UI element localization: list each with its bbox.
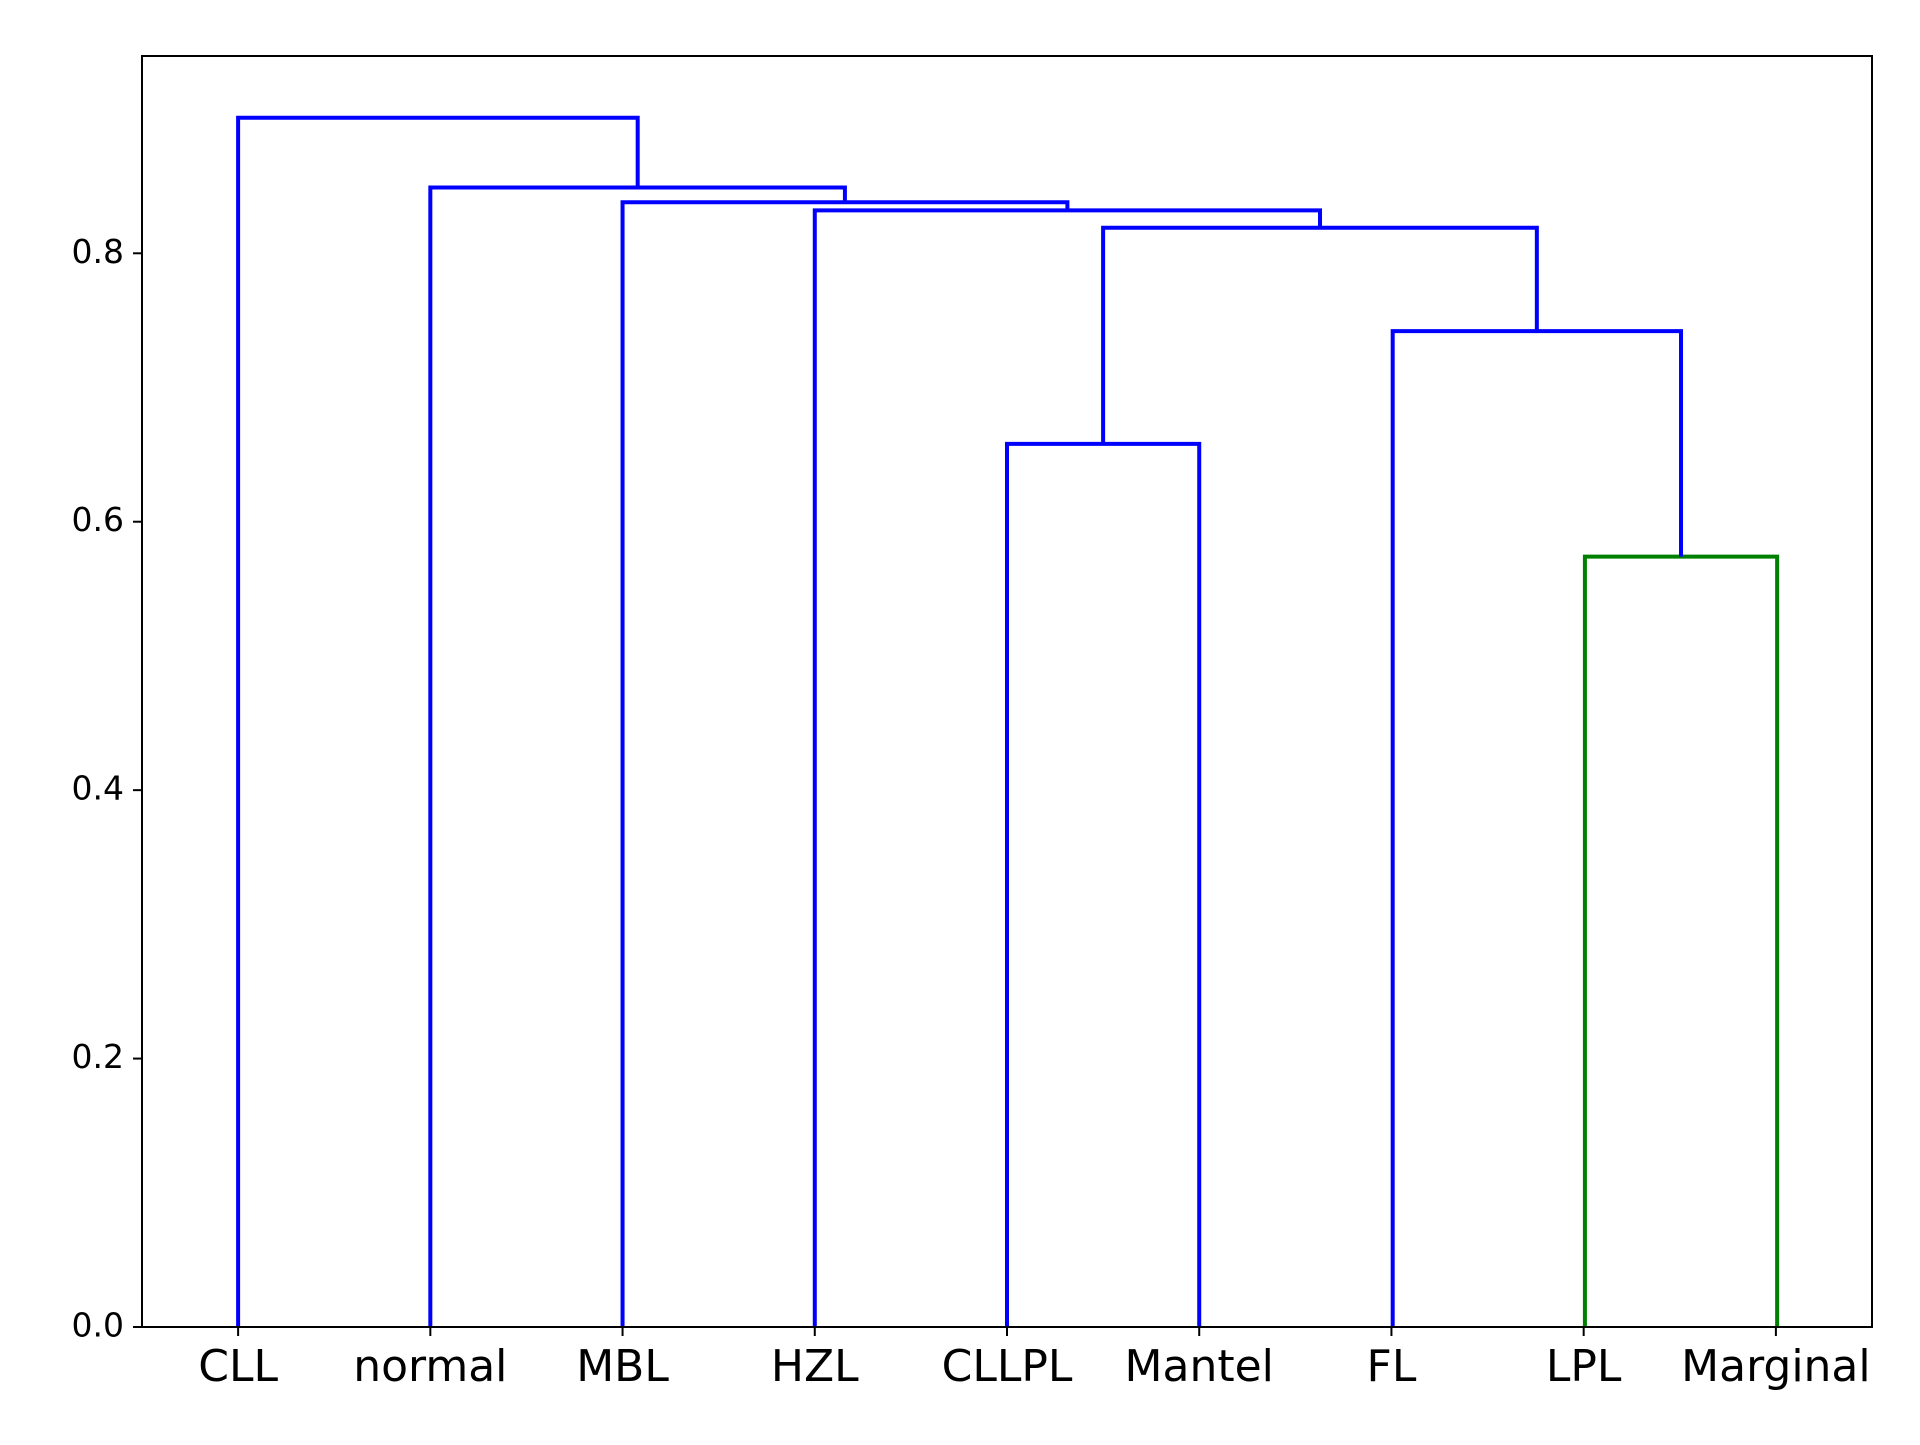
y-tick-label: 0.0 xyxy=(72,1306,124,1345)
dendrogram-link xyxy=(1390,329,1684,1327)
leaf-label: Mantel xyxy=(1125,1341,1274,1392)
dendrogram-link xyxy=(812,208,1323,1327)
dendrogram-link xyxy=(236,115,640,1327)
leaf-label: LPL xyxy=(1546,1341,1622,1392)
y-axis: 0.0 0.2 0.4 0.6 0.8 xyxy=(72,232,142,1345)
y-tick-label: 0.8 xyxy=(72,232,124,271)
leaf-label: Marginal xyxy=(1681,1341,1870,1392)
y-tick-label: 0.2 xyxy=(72,1037,124,1076)
dendrogram-link xyxy=(620,200,1070,1327)
leaf-label: MBL xyxy=(576,1341,669,1392)
y-tick-label: 0.4 xyxy=(72,769,124,808)
leaf-label: HZL xyxy=(771,1341,859,1392)
leaf-label: normal xyxy=(353,1341,507,1392)
leaf-label: CLL xyxy=(198,1341,278,1392)
dendrogram-link xyxy=(1005,441,1202,1327)
leaf-label: CLLPL xyxy=(942,1341,1073,1392)
x-axis: CLL normal MBL HZL CLLPL Mantel FL LPL Marginal xyxy=(198,1327,1871,1392)
dendrogram-link xyxy=(1101,225,1539,444)
dendrogram-links xyxy=(236,115,1780,1327)
dendrogram-link xyxy=(428,185,847,1327)
leaf-label: FL xyxy=(1367,1341,1417,1392)
dendrogram-link xyxy=(1582,554,1780,1327)
y-tick-label: 0.6 xyxy=(72,500,124,539)
